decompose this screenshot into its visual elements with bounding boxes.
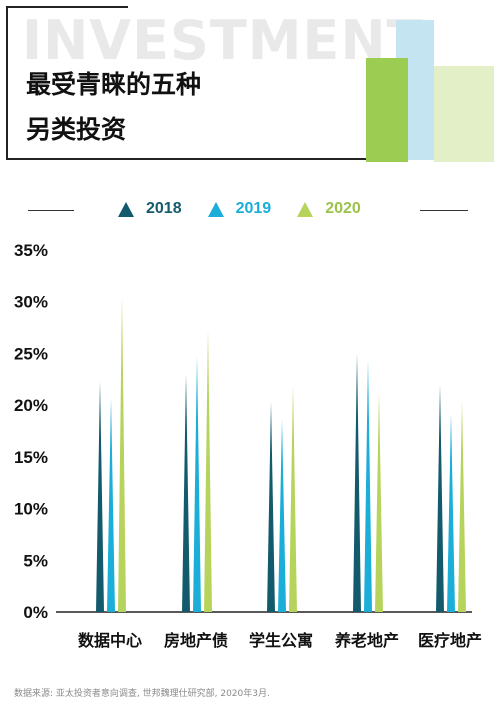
- bar: [458, 401, 466, 612]
- legend-label-2018: 2018: [146, 200, 182, 217]
- source-note: 数据来源: 亚太投资者意向调查, 世邦魏理仕研究部, 2020年3月.: [14, 689, 270, 699]
- legend-item-2020: 2020: [297, 200, 361, 218]
- y-tick-label: 30%: [14, 293, 48, 312]
- bar: [182, 374, 190, 612]
- bar: [289, 385, 297, 612]
- legend-marker-2019: [207, 201, 224, 217]
- legend-item-2019: 2019: [207, 200, 272, 218]
- y-tick-label: 10%: [14, 500, 48, 519]
- title-line-1: 最受青睐的五种: [26, 70, 202, 99]
- title-line-2: 另类投资: [26, 115, 127, 144]
- legend-divider-right: [420, 210, 468, 211]
- legend-label-2020: 2020: [325, 200, 361, 217]
- legend-divider-left: [28, 210, 74, 211]
- x-category-label: 养老地产: [334, 631, 399, 650]
- bar: [118, 296, 126, 612]
- x-category-label: 学生公寓: [249, 631, 313, 650]
- deco-block-green: [366, 58, 408, 162]
- y-tick-label: 5%: [23, 551, 48, 570]
- legend-item-2018: 2018: [118, 200, 182, 218]
- bar: [193, 356, 201, 612]
- bar: [436, 384, 444, 612]
- bar: [375, 391, 383, 612]
- deco-block-light-green: [434, 66, 494, 162]
- bar: [267, 402, 275, 612]
- x-category-label: 医疗地产: [418, 631, 482, 650]
- x-category-label: 房地产债: [164, 631, 228, 650]
- bar: [204, 329, 212, 612]
- y-tick-label: 15%: [14, 448, 48, 467]
- bar: [353, 353, 361, 612]
- y-tick-label: 35%: [14, 241, 48, 260]
- legend: 2018 2019 2020: [118, 200, 387, 218]
- y-tick-label: 0%: [23, 603, 48, 622]
- y-tick-label: 25%: [14, 344, 48, 363]
- legend-label-2019: 2019: [235, 200, 272, 217]
- legend-marker-2018: [118, 201, 134, 217]
- x-category-label: 数据中心: [78, 631, 142, 650]
- y-tick-label: 20%: [14, 396, 48, 415]
- bar: [278, 419, 286, 612]
- bar: [447, 413, 455, 612]
- header-frame: [6, 6, 372, 160]
- bar: [96, 381, 104, 612]
- bar: [107, 397, 115, 612]
- bar: [364, 360, 372, 612]
- watermark-text: INVESTMENT: [22, 9, 425, 72]
- spike-bar-chart: 0% 5% 10% 15% 20% 25% 30% 35% 数据中心 房地产债 学生公寓 养老地产 医疗…: [14, 241, 482, 650]
- legend-marker-2020: [297, 201, 314, 217]
